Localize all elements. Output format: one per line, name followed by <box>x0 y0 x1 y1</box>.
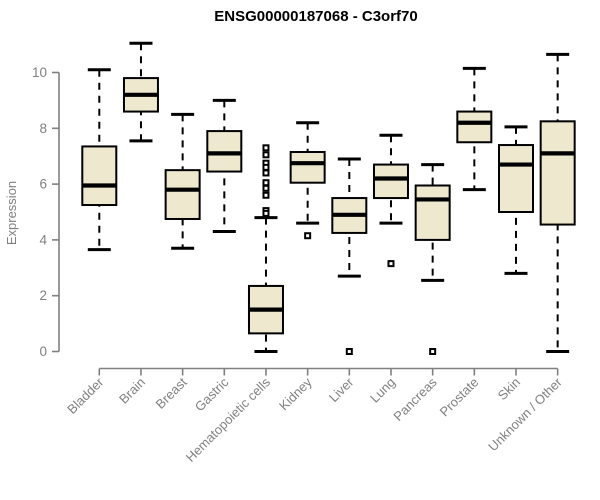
box-group-kidney <box>289 121 326 240</box>
outlier-point <box>262 179 270 187</box>
box-group-gastric <box>206 98 243 234</box>
box-group-lung <box>372 133 409 268</box>
x-tick-label-lung: Lung <box>367 375 398 406</box>
outlier-point <box>262 209 270 217</box>
boxplot-series <box>81 41 576 355</box>
outlier-point <box>345 348 353 355</box>
outlier-point <box>387 260 395 268</box>
box-group-unknown-other <box>539 52 576 353</box>
x-tick-label-bladder: Bladder <box>64 374 107 417</box>
box-group-prostate <box>456 66 493 192</box>
box-group-breast <box>164 112 201 250</box>
box-group-brain <box>122 41 159 143</box>
outlier-point <box>262 144 270 152</box>
iqr-box <box>539 120 576 226</box>
outlier-point <box>262 151 270 159</box>
iqr-box <box>414 184 451 241</box>
x-tick-label-kidney: Kidney <box>276 374 315 413</box>
x-tick-label-unknown-other: Unknown / Other <box>485 374 565 454</box>
iqr-box <box>164 169 201 220</box>
outlier-point <box>262 184 270 192</box>
y-axis-label: Expression <box>4 181 19 245</box>
y-tick-label: 8 <box>39 121 47 136</box>
box-group-skin <box>498 125 534 275</box>
x-tick-label-prostate: Prostate <box>437 375 482 420</box>
x-tick-label-pancreas: Pancreas <box>390 374 440 424</box>
outlier-point <box>304 232 312 240</box>
iqr-box <box>456 110 493 144</box>
y-tick-label: 4 <box>39 232 47 247</box>
x-tick-label-skin: Skin <box>495 375 523 403</box>
outlier-point <box>262 163 270 171</box>
outlier-point <box>262 169 270 177</box>
y-tick-label: 6 <box>39 177 47 192</box>
x-tick-label-breast: Breast <box>153 374 190 411</box>
y-tick-label: 10 <box>32 65 47 80</box>
iqr-box <box>289 151 326 184</box>
iqr-box <box>81 145 118 207</box>
outlier-point <box>429 348 437 355</box>
chart-title: ENSG00000187068 - C3orf70 <box>214 8 417 25</box>
iqr-box <box>372 163 409 200</box>
outlier-point <box>262 191 270 199</box>
y-tick-label: 0 <box>39 344 47 359</box>
box-group-bladder <box>81 68 118 252</box>
iqr-box <box>498 144 534 213</box>
y-tick-label: 2 <box>39 288 47 303</box>
x-tick-label-liver: Liver <box>326 374 357 405</box>
box-group-pancreas <box>414 163 451 355</box>
box-group-liver <box>331 157 368 355</box>
x-tick-label-brain: Brain <box>116 375 148 407</box>
box-group-hematopoietic-cells <box>247 144 284 353</box>
x-tick-label-gastric: Gastric <box>192 374 232 414</box>
